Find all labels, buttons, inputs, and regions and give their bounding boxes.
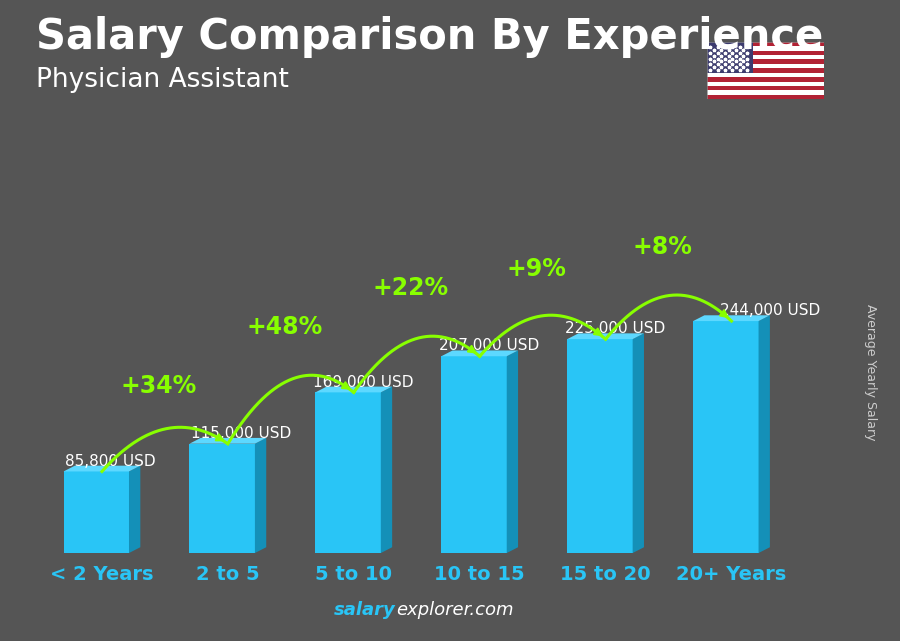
- Text: +48%: +48%: [247, 315, 322, 338]
- Text: 225,000 USD: 225,000 USD: [564, 321, 665, 337]
- Text: +9%: +9%: [507, 258, 566, 281]
- Text: 169,000 USD: 169,000 USD: [313, 374, 413, 390]
- Polygon shape: [441, 351, 518, 356]
- Bar: [706, 60, 824, 64]
- Bar: [706, 90, 824, 95]
- Text: 244,000 USD: 244,000 USD: [719, 303, 820, 317]
- Polygon shape: [381, 387, 392, 553]
- Polygon shape: [567, 333, 644, 339]
- Polygon shape: [633, 333, 644, 553]
- Text: +8%: +8%: [633, 235, 692, 259]
- Text: 115,000 USD: 115,000 USD: [191, 426, 291, 441]
- Text: salary: salary: [334, 601, 396, 619]
- Text: 85,800 USD: 85,800 USD: [65, 454, 156, 469]
- Polygon shape: [315, 387, 392, 392]
- Text: +22%: +22%: [373, 276, 448, 300]
- Bar: [706, 77, 824, 81]
- Polygon shape: [64, 465, 140, 472]
- Text: +34%: +34%: [121, 374, 197, 398]
- Bar: [706, 42, 824, 46]
- Polygon shape: [441, 356, 507, 553]
- Text: Physician Assistant: Physician Assistant: [36, 67, 289, 94]
- Bar: [706, 64, 824, 69]
- Bar: [706, 72, 824, 77]
- Polygon shape: [189, 438, 266, 444]
- Bar: [706, 95, 824, 99]
- Text: Salary Comparison By Experience: Salary Comparison By Experience: [36, 16, 824, 58]
- Bar: [706, 51, 824, 55]
- Text: 5 to 10: 5 to 10: [315, 565, 392, 583]
- Bar: [706, 81, 824, 86]
- Text: 2 to 5: 2 to 5: [196, 565, 259, 583]
- Text: < 2 Years: < 2 Years: [50, 565, 154, 583]
- Bar: [706, 55, 824, 60]
- Text: 20+ Years: 20+ Years: [677, 565, 787, 583]
- Text: 15 to 20: 15 to 20: [561, 565, 651, 583]
- Polygon shape: [567, 339, 633, 553]
- Polygon shape: [189, 444, 255, 553]
- Bar: [706, 42, 753, 72]
- Polygon shape: [507, 351, 518, 553]
- Polygon shape: [64, 472, 129, 553]
- Bar: [706, 86, 824, 90]
- Text: Average Yearly Salary: Average Yearly Salary: [865, 304, 878, 440]
- Bar: [706, 46, 824, 51]
- Polygon shape: [255, 438, 266, 553]
- Polygon shape: [693, 321, 759, 553]
- Polygon shape: [315, 392, 381, 553]
- Text: explorer.com: explorer.com: [396, 601, 514, 619]
- Text: 10 to 15: 10 to 15: [435, 565, 525, 583]
- Text: 207,000 USD: 207,000 USD: [438, 338, 539, 353]
- Polygon shape: [129, 465, 140, 553]
- Polygon shape: [759, 315, 769, 553]
- Bar: [706, 69, 824, 72]
- Polygon shape: [693, 315, 770, 321]
